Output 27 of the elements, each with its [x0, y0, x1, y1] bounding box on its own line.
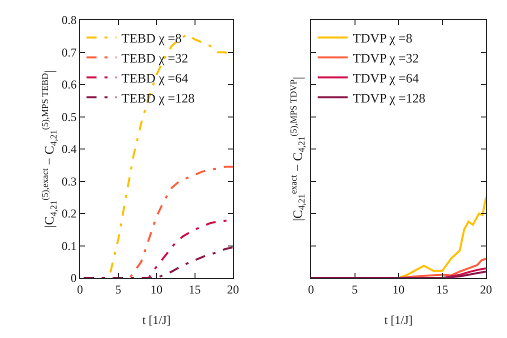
legend-label: TEBD χ =8 [122, 30, 182, 46]
x-tick-label: 10 [150, 282, 162, 296]
y-tick-label: 0.6 [62, 78, 77, 92]
y-tick-label: 0.7 [62, 45, 77, 60]
y-tick-label: 0.3 [62, 174, 77, 188]
legend-label: TDVP χ =32 [352, 50, 419, 66]
x-tick-label: 15 [436, 282, 448, 296]
y-tick-label: 0.1 [62, 238, 77, 253]
legend-label: TEBD χ =32 [122, 50, 188, 66]
x-tick-label: 15 [188, 282, 201, 296]
y-tick-label: 0.4 [62, 142, 77, 156]
legend-label: TDVP χ =64 [352, 70, 420, 86]
legend-label: TEBD χ =64 [122, 70, 189, 86]
legend-label: TDVP χ =8 [352, 30, 412, 46]
x-axis-title: t [1/J] [142, 313, 171, 327]
y-tick-label: 0.5 [62, 110, 77, 124]
y-tick-label: 0.8 [62, 13, 77, 28]
legend-label: TDVP χ =128 [352, 90, 426, 106]
y-tick-label: 0 [70, 271, 77, 286]
x-tick-label: 10 [392, 282, 404, 296]
x-tick-label: 20 [227, 282, 239, 296]
x-tick-label: 0 [308, 282, 314, 296]
x-tick-label: 5 [115, 282, 122, 296]
x-axis-title: t [1/J] [384, 313, 413, 327]
x-tick-label: 5 [352, 282, 358, 296]
x-tick-label: 20 [480, 282, 492, 296]
y-tick-label: 0.2 [62, 206, 77, 221]
